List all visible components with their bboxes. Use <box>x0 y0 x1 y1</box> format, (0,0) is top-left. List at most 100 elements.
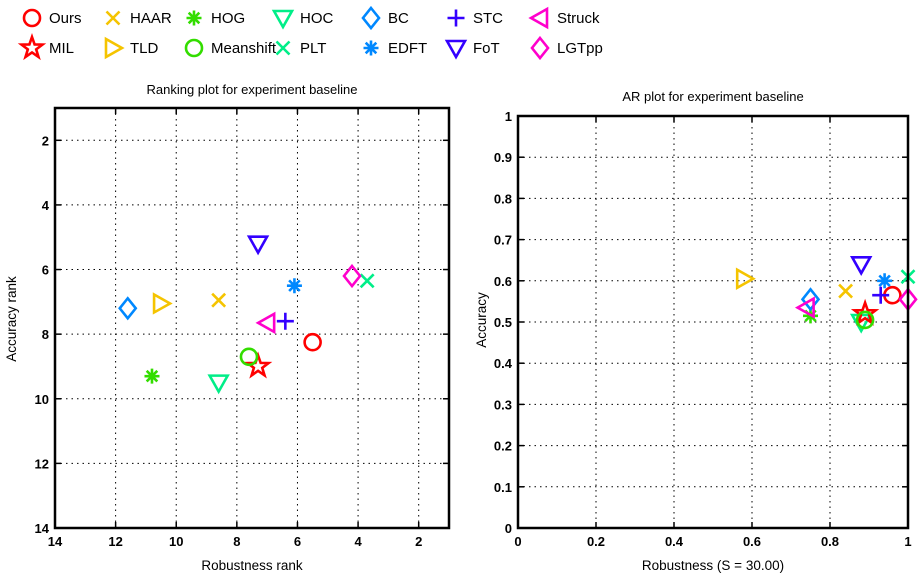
ar-chart-title: AR plot for experiment baseline <box>622 89 803 104</box>
legend-meanshift-marker <box>184 38 204 58</box>
legend-label: STC <box>473 10 503 27</box>
legend: Ours HAAR HOG HOC BC STC Struck MIL TLD Meanshift… <box>17 5 603 61</box>
x-tick-label: 0.6 <box>743 534 761 549</box>
point-haar-marker <box>838 283 854 299</box>
point-fot-marker <box>246 235 270 256</box>
point-meanshift-marker <box>239 347 259 367</box>
legend-item-plt: PLT <box>275 40 326 57</box>
legend-haar-marker <box>105 10 121 26</box>
legend-hoc-marker <box>271 9 295 30</box>
ar-chart-xlabel: Robustness (S = 30.00) <box>642 558 784 573</box>
point-stc-marker <box>276 312 294 330</box>
x-tick-label: 8 <box>233 534 240 549</box>
legend-item-bc: BC <box>361 5 409 31</box>
legend-ours-marker <box>22 8 42 28</box>
legend-fot-marker <box>444 39 468 60</box>
x-tick-label: 1 <box>904 534 911 549</box>
legend-stc-marker <box>447 9 465 27</box>
legend-struck-marker <box>528 6 549 30</box>
legend-label: Struck <box>557 10 600 27</box>
legend-item-meanshift: Meanshift <box>184 38 277 58</box>
legend-lgtpp-marker <box>530 35 550 61</box>
legend-item-stc: STC <box>447 9 503 27</box>
point-edft-marker <box>877 273 893 289</box>
point-bc-marker <box>800 287 821 312</box>
point-ours-marker <box>303 332 322 352</box>
y-tick-label: 0.9 <box>494 150 512 165</box>
y-tick-label: 12 <box>35 456 49 471</box>
point-mil-marker <box>850 298 880 326</box>
ranking-chart: Ranking plot for experiment baseline Rob… <box>4 82 451 573</box>
point-fot-marker <box>849 256 873 276</box>
point-lgtpp-marker <box>342 263 362 289</box>
x-tick-label: 4 <box>354 534 362 549</box>
legend-item-hog: HOG <box>186 10 245 27</box>
y-tick-label: 0.7 <box>494 233 512 248</box>
ar-chart-ticks: 0 0.2 0.4 0.6 0.8 1 0 0.1 0.2 0.3 0.4 0.5 0.6 0.7 0.8 0… <box>494 109 912 549</box>
legend-item-haar: HAAR <box>105 10 172 27</box>
y-tick-label: 0.8 <box>494 191 512 206</box>
legend-hog-marker <box>186 10 202 26</box>
ranking-chart-frame <box>53 106 451 530</box>
y-tick-label: 0.4 <box>494 356 513 371</box>
x-tick-label: 0.4 <box>665 534 684 549</box>
ar-chart: AR plot for experiment baseline Robustne… <box>474 89 918 573</box>
y-tick-label: 0.3 <box>494 397 512 412</box>
legend-label: BC <box>388 10 409 27</box>
legend-label: TLD <box>130 40 159 57</box>
legend-label: PLT <box>300 40 326 57</box>
y-tick-label: 0.6 <box>494 274 512 289</box>
point-hog-marker <box>144 368 160 384</box>
point-meanshift-marker <box>855 310 875 330</box>
legend-label: Ours <box>49 10 82 27</box>
legend-label: LGTpp <box>557 40 603 57</box>
y-tick-label: 0.1 <box>494 480 512 495</box>
x-tick-label: 0.8 <box>821 534 839 549</box>
legend-item-fot: FoT <box>444 39 500 60</box>
legend-label: FoT <box>473 40 500 57</box>
legend-label: HOC <box>300 10 334 27</box>
legend-label: HAAR <box>130 10 172 27</box>
point-mil-marker <box>243 351 273 379</box>
y-tick-label: 0 <box>505 521 512 536</box>
ranking-chart-xlabel: Robustness rank <box>201 558 303 573</box>
legend-item-hoc: HOC <box>271 9 334 30</box>
ranking-chart-marks <box>118 235 375 395</box>
point-edft-marker <box>286 278 302 294</box>
point-hoc-marker <box>207 374 230 395</box>
legend-item-edft: EDFT <box>363 40 427 57</box>
point-bc-marker <box>118 296 138 321</box>
x-tick-label: 2 <box>415 534 422 549</box>
legend-label: EDFT <box>388 40 427 57</box>
legend-label: Meanshift <box>211 40 277 57</box>
x-tick-label: 0 <box>514 534 521 549</box>
x-tick-label: 6 <box>294 534 301 549</box>
legend-edft-marker <box>363 40 379 56</box>
legend-item-struck: Struck <box>528 6 600 30</box>
legend-item-lgtpp: LGTpp <box>530 35 603 61</box>
point-haar-marker <box>211 292 227 308</box>
point-struck-marker <box>794 296 815 319</box>
point-tld-marker <box>152 292 173 315</box>
ar-chart-frame <box>516 114 910 530</box>
x-tick-label: 0.2 <box>587 534 605 549</box>
ranking-chart-ylabel: Accuracy rank <box>4 276 19 362</box>
y-tick-label: 0.5 <box>494 315 512 330</box>
legend-bc-marker <box>361 5 381 31</box>
legend-item-mil: MIL <box>17 33 74 61</box>
legend-label: HOG <box>211 10 245 27</box>
y-tick-label: 6 <box>42 263 49 278</box>
y-tick-label: 0.2 <box>494 439 512 454</box>
point-struck-marker <box>255 311 276 335</box>
point-tld-marker <box>735 267 756 290</box>
legend-tld-marker <box>104 36 125 60</box>
y-tick-label: 4 <box>42 198 50 213</box>
legend-label: MIL <box>49 40 74 57</box>
y-tick-label: 10 <box>35 392 49 407</box>
ranking-chart-title: Ranking plot for experiment baseline <box>146 82 357 97</box>
ar-chart-grid <box>517 115 909 529</box>
x-tick-label: 12 <box>108 534 122 549</box>
point-stc-marker <box>872 286 890 304</box>
y-tick-label: 8 <box>42 327 49 342</box>
